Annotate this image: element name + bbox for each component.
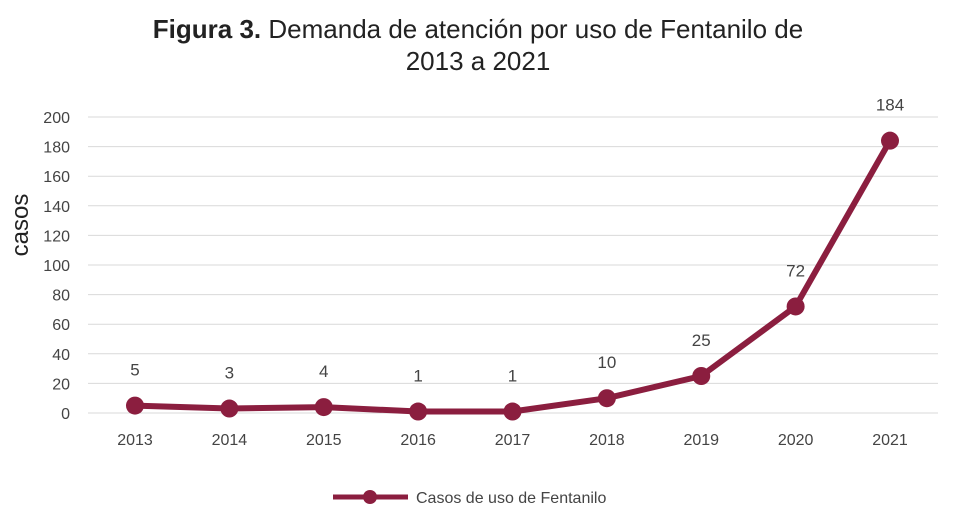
chart-title-line2: 2013 a 2021 xyxy=(405,46,551,76)
y-axis-label: casos xyxy=(7,194,34,257)
y-tick-label: 80 xyxy=(52,288,70,305)
y-tick-label: 60 xyxy=(52,317,70,334)
data-point xyxy=(503,402,522,421)
y-tick-label: 100 xyxy=(43,258,70,275)
data-label: 3 xyxy=(225,364,234,383)
data-label: 184 xyxy=(876,96,904,115)
y-tick-label: 140 xyxy=(43,199,70,216)
data-label: 4 xyxy=(319,362,328,381)
data-point xyxy=(881,131,899,150)
x-tick-label: 2019 xyxy=(683,432,719,449)
x-tick-label: 2016 xyxy=(400,432,436,449)
y-tick-label: 120 xyxy=(43,228,70,245)
data-point xyxy=(220,399,239,418)
x-tick-label: 2017 xyxy=(495,432,531,449)
data-point xyxy=(409,402,428,421)
legend-label: Casos de uso de Fentanilo xyxy=(416,490,606,507)
data-label: 5 xyxy=(130,361,139,380)
data-point xyxy=(597,389,616,408)
data-point xyxy=(314,398,333,417)
x-tick-label: 2013 xyxy=(117,432,153,449)
y-tick-label: 20 xyxy=(52,376,70,393)
data-label: 1 xyxy=(508,367,517,386)
x-tick-label: 2018 xyxy=(589,432,625,449)
y-tick-label: 200 xyxy=(43,110,70,127)
data-label: 10 xyxy=(597,353,616,372)
data-point xyxy=(786,297,805,316)
data-point xyxy=(126,396,144,415)
x-tick-label: 2020 xyxy=(778,432,814,449)
x-tick-label: 2014 xyxy=(212,432,248,449)
chart-title: Figura 3. Demanda de atención por uso de… xyxy=(152,14,804,44)
data-label: 1 xyxy=(413,367,422,386)
x-tick-label: 2015 xyxy=(306,432,342,449)
legend-marker xyxy=(363,490,377,504)
y-tick-label: 40 xyxy=(52,347,70,364)
x-tick-label: 2021 xyxy=(872,432,908,449)
data-point xyxy=(692,367,711,385)
data-label: 25 xyxy=(692,331,711,350)
data-label: 72 xyxy=(786,261,805,280)
y-tick-label: 180 xyxy=(43,140,70,157)
y-tick-label: 0 xyxy=(61,406,70,423)
y-tick-label: 160 xyxy=(43,169,70,186)
